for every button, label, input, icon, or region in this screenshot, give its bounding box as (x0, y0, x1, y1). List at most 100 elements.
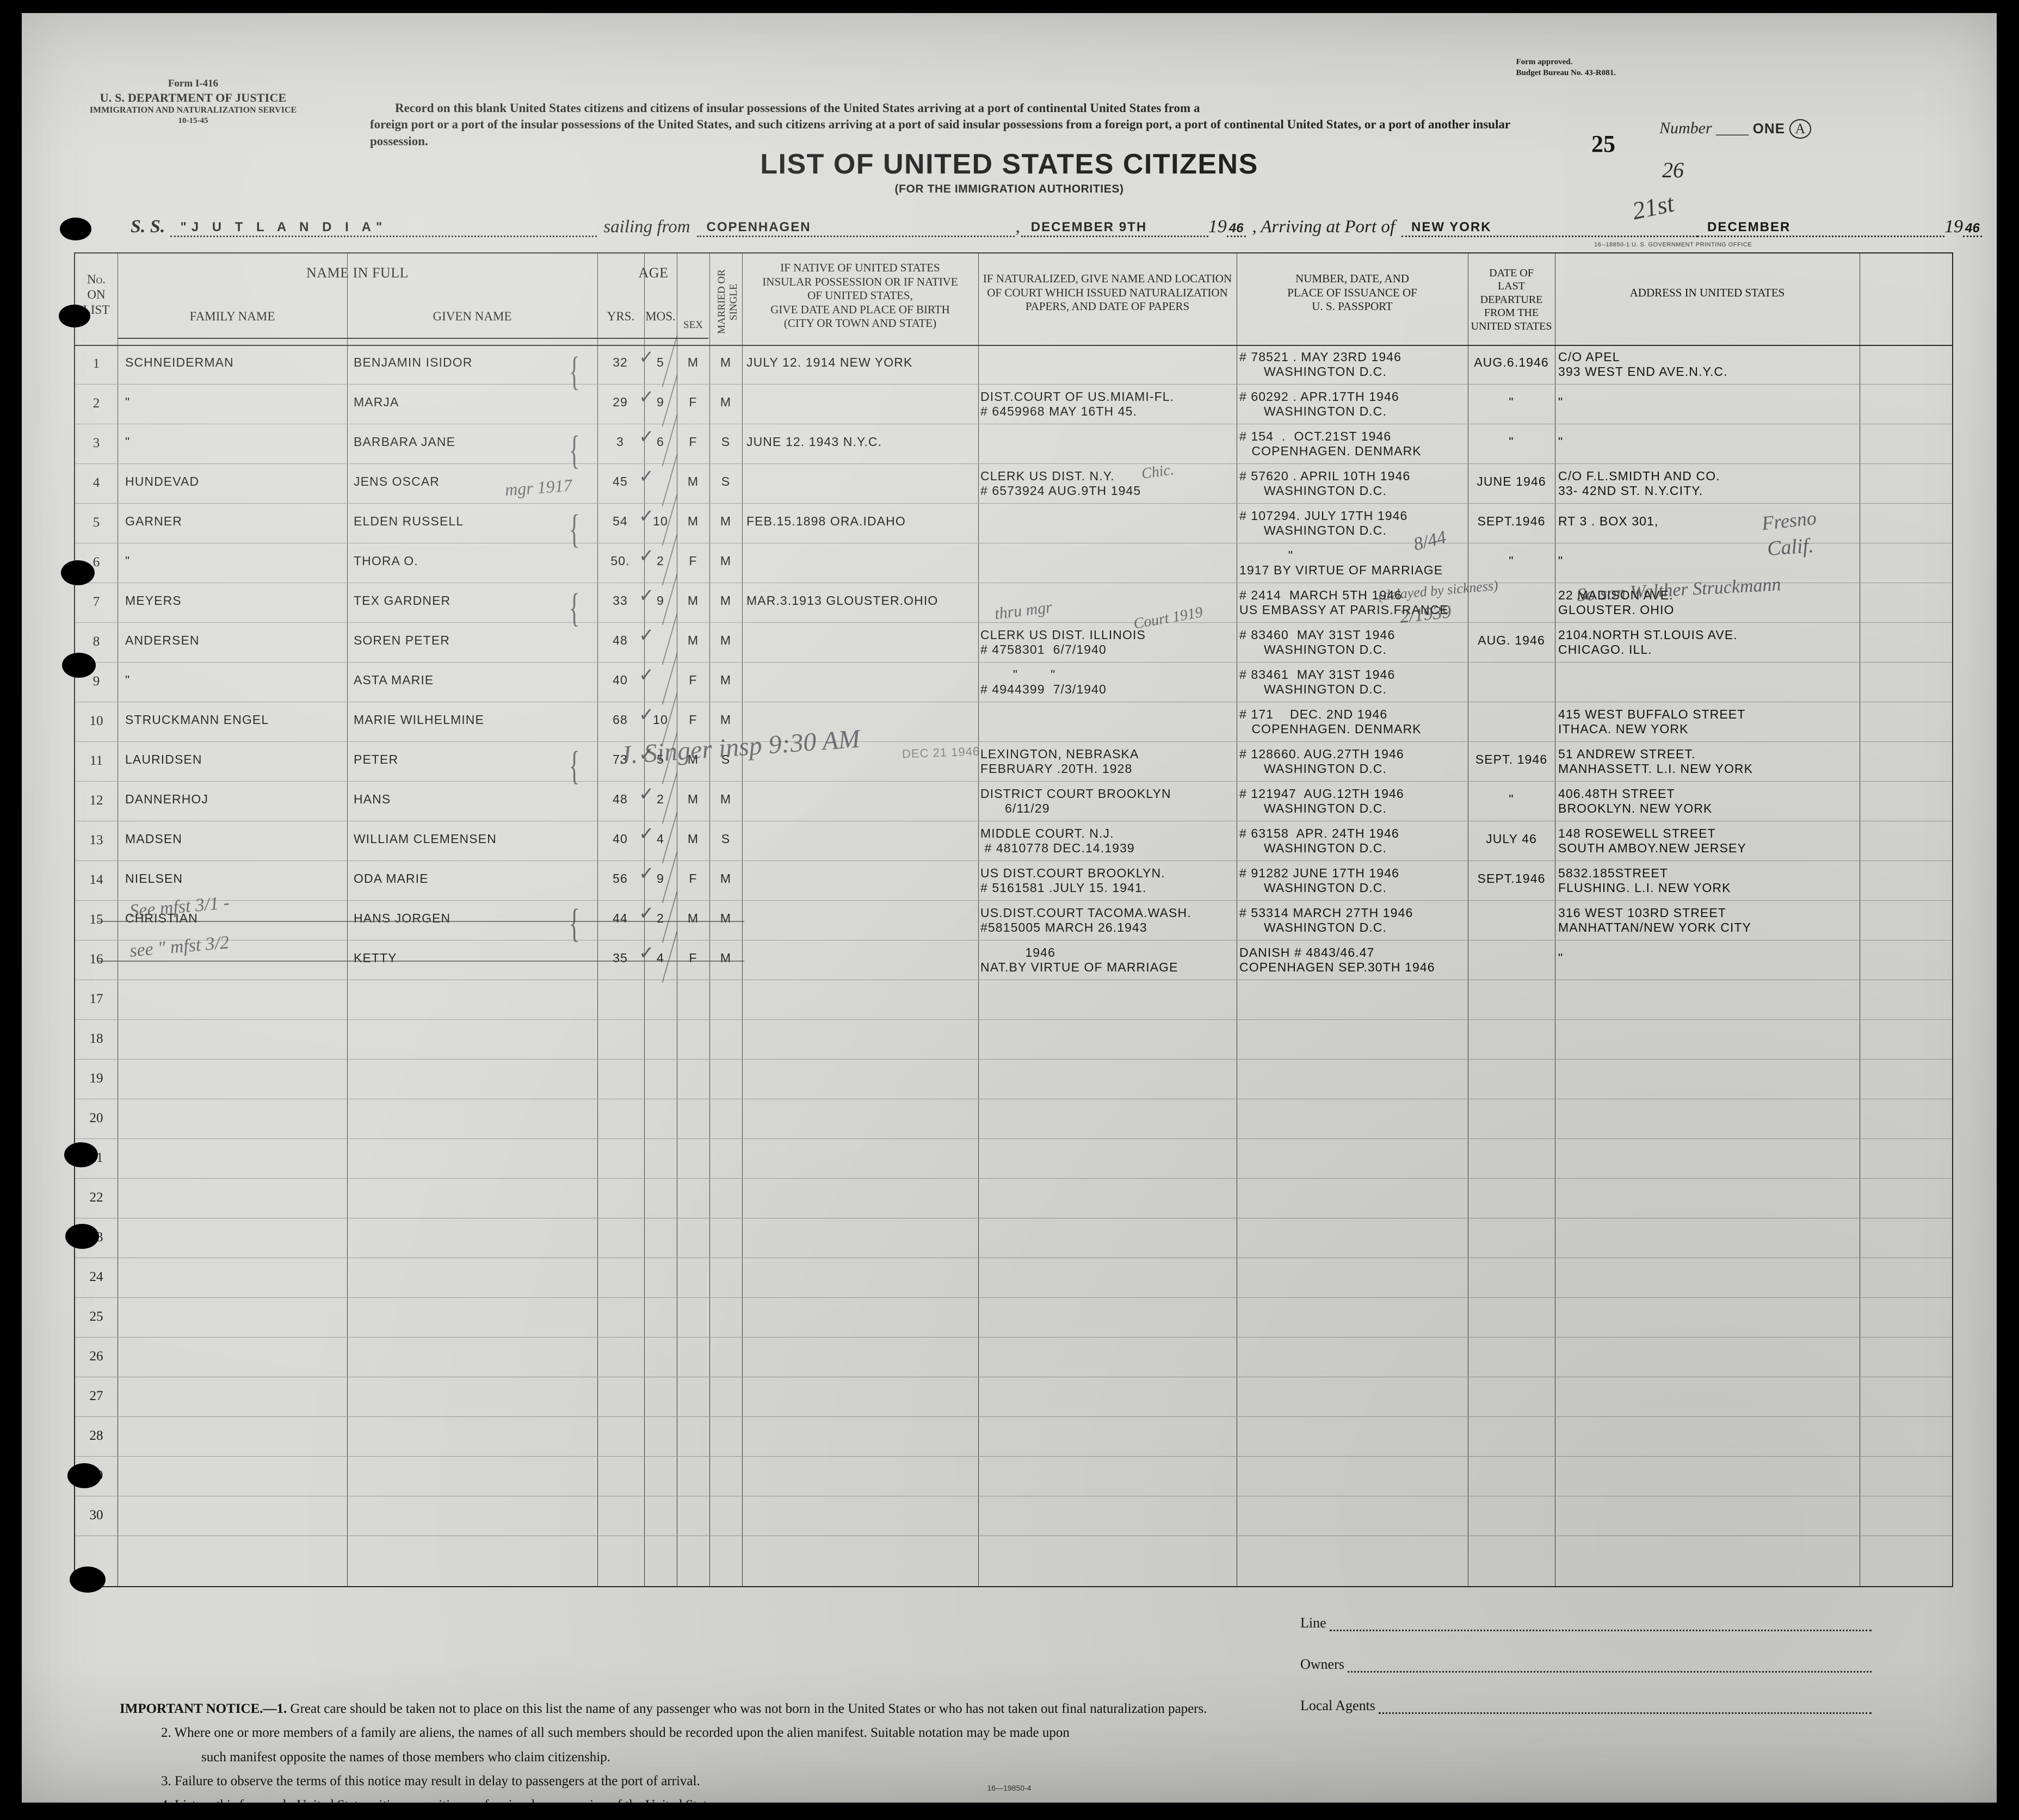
cell-family-name: DANNERHOJ (125, 792, 209, 806)
departure-year-suffix[interactable]: 46 (1226, 221, 1246, 237)
row-number: 8 (92, 634, 100, 649)
local-agents-label: Local Agents (1300, 1698, 1375, 1713)
row-number: 28 (89, 1428, 103, 1443)
ship-prefix-label: S. S. (131, 216, 165, 237)
number-label: Number (1659, 119, 1712, 137)
ship-name-field[interactable]: "J U T L A N D I A" (170, 221, 597, 237)
cell-naturalization: MIDDLE COURT. N.J. # 4810778 DEC.14.1939 (980, 826, 1135, 856)
cell-marital-status: M (720, 673, 732, 687)
cell-sex: M (687, 832, 699, 846)
cell-departure: SEPT.1946 (1477, 871, 1546, 886)
cell-age-years: 29 (613, 395, 628, 409)
row-separator (75, 662, 1952, 663)
header-age-yrs: YRS. (607, 309, 635, 323)
cell-address: 2104.NORTH ST.LOUIS AVE. CHICAGO. ILL. (1558, 628, 1738, 657)
cell-passport: # 78521 . MAY 23RD 1946 WASHINGTON D.C. (1239, 350, 1402, 379)
cell-sex: M (687, 474, 699, 488)
arrival-date-field[interactable]: DECEMBER (1697, 221, 1944, 237)
cell-birth: MAR.3.1913 GLOUSTER.OHIO (746, 593, 939, 608)
cell-marital-status: M (720, 633, 732, 647)
cell-naturalization: US.DIST.COURT TACOMA.WASH. #5815005 MARC… (980, 906, 1191, 935)
arrival-year-suffix[interactable]: 46 (1963, 221, 1982, 237)
cell-age-years: 48 (613, 792, 628, 806)
cell-family-name: GARNER (125, 514, 183, 528)
line-field[interactable] (1329, 1619, 1872, 1631)
cell-family-name: ANDERSEN (125, 633, 200, 647)
row-number: 7 (92, 595, 100, 609)
col-sep-yrs (644, 253, 645, 1586)
arrival-year-prefix: 19 (1944, 216, 1963, 237)
cell-family-name: " (125, 395, 131, 409)
cell-marital-status: M (720, 593, 732, 608)
port-of-arrival-field[interactable]: NEW YORK (1401, 221, 1697, 237)
cell-family-name: CHRISTIAN (125, 911, 198, 925)
cell-passport: # 63158 APR. 24TH 1946 WASHINGTON D.C. (1239, 826, 1399, 856)
punch-hole (64, 1142, 98, 1167)
cell-given-name: TEX GARDNER (354, 593, 451, 608)
lead-line-2: foreign port or a port of the insular po… (370, 117, 1208, 132)
owners-label: Owners (1300, 1656, 1344, 1672)
form-code: 16—19850-4 (987, 1784, 1032, 1792)
cell-given-name: WILLIAM CLEMENSEN (354, 832, 497, 846)
cell-age-years: 48 (613, 633, 628, 647)
cell-given-name: THORA O. (354, 554, 418, 568)
cell-family-name: " (125, 673, 131, 687)
header-family-name: FAMILY NAME (189, 309, 275, 323)
frame-edge-top (0, 0, 2019, 13)
sheet-number: 25 (1591, 131, 1615, 157)
cell-departure: JULY 46 (1486, 832, 1537, 846)
row-separator (75, 781, 1952, 782)
notice-heading: IMPORTANT NOTICE.—1. (120, 1701, 287, 1716)
col-sep-given (597, 253, 598, 1586)
cell-sex: M (687, 792, 699, 806)
department-name: U. S. DEPARTMENT OF JUSTICE (100, 90, 287, 104)
signature-block: Line Owners Local Agents (1300, 1615, 1872, 1739)
row-number: 12 (89, 793, 103, 808)
row-number: 20 (89, 1111, 103, 1125)
notice-item-2-cont: such manifest opposite the names of thos… (201, 1749, 610, 1765)
cell-naturalization: " " # 4944399 7/3/1940 (980, 667, 1107, 697)
cell-sex: M (687, 633, 699, 647)
port-of-departure-field[interactable]: COPENHAGEN (696, 221, 1015, 237)
header-age: AGE (638, 265, 669, 281)
printer-line: 16--18850-1 U. S. GOVERNMENT PRINTING OF… (1594, 242, 1752, 248)
cell-passport: # 107294. JULY 17TH 1946 WASHINGTON D.C. (1239, 509, 1408, 538)
lead-line-1: Record on this blank United States citiz… (395, 101, 1200, 115)
cell-age-years: 56 (613, 871, 628, 886)
cell-sex: M (687, 514, 699, 528)
row-separator (75, 900, 1952, 901)
row-number: 24 (89, 1270, 103, 1284)
cell-age-months: 10 (653, 514, 668, 528)
cell-address: RT 3 . BOX 301, (1558, 514, 1659, 528)
cell-age-years: 3 (616, 435, 624, 449)
cell-given-name: ASTA MARIE (354, 673, 434, 687)
verification-tick-icon: ✓ (639, 824, 655, 844)
cell-departure: AUG. 1946 (1478, 633, 1545, 647)
row-number: 13 (89, 833, 103, 847)
cell-marital-status: S (721, 435, 731, 449)
cell-address: 406.48TH STREET BROOKLYN. NEW YORK (1558, 787, 1713, 816)
verification-tick-icon: ✓ (639, 943, 655, 963)
departure-date-field[interactable]: DECEMBER 9TH (1021, 221, 1208, 237)
row-number: 4 (92, 475, 100, 490)
cell-address: " (1558, 554, 1564, 568)
cell-age-months: 9 (657, 871, 664, 886)
annotation-mgr-1917: mgr 1917 (504, 475, 573, 500)
cell-address: C/O APEL 393 WEST END AVE.N.Y.C. (1558, 350, 1728, 379)
family-group-brace: { (569, 507, 580, 552)
cell-marital-status: M (720, 792, 732, 806)
local-agents-field[interactable] (1378, 1701, 1872, 1714)
line-label: Line (1300, 1615, 1326, 1631)
cell-passport: # 154 . OCT.21ST 1946 COPENHAGEN. DENMAR… (1239, 429, 1422, 459)
cell-age-years: 32 (613, 355, 628, 369)
cell-address: 5832.185STREET FLUSHING. L.I. NEW YORK (1558, 866, 1731, 895)
cell-address: 148 ROSEWELL STREET SOUTH AMBOY.NEW JERS… (1558, 826, 1746, 856)
header-departure: DATE OF LAST DEPARTURE FROM THE UNITED STAT… (1471, 267, 1552, 332)
number-suffix: A (1789, 119, 1812, 139)
owners-field[interactable] (1347, 1660, 1872, 1673)
cell-given-name: BENJAMIN ISIDOR (354, 355, 473, 369)
cell-sex: F (689, 395, 697, 409)
row-number: 17 (89, 992, 103, 1006)
header-passport: NUMBER, DATE, AND PLACE OF ISSUANCE OF U… (1287, 272, 1417, 313)
cell-address: " (1558, 435, 1564, 449)
